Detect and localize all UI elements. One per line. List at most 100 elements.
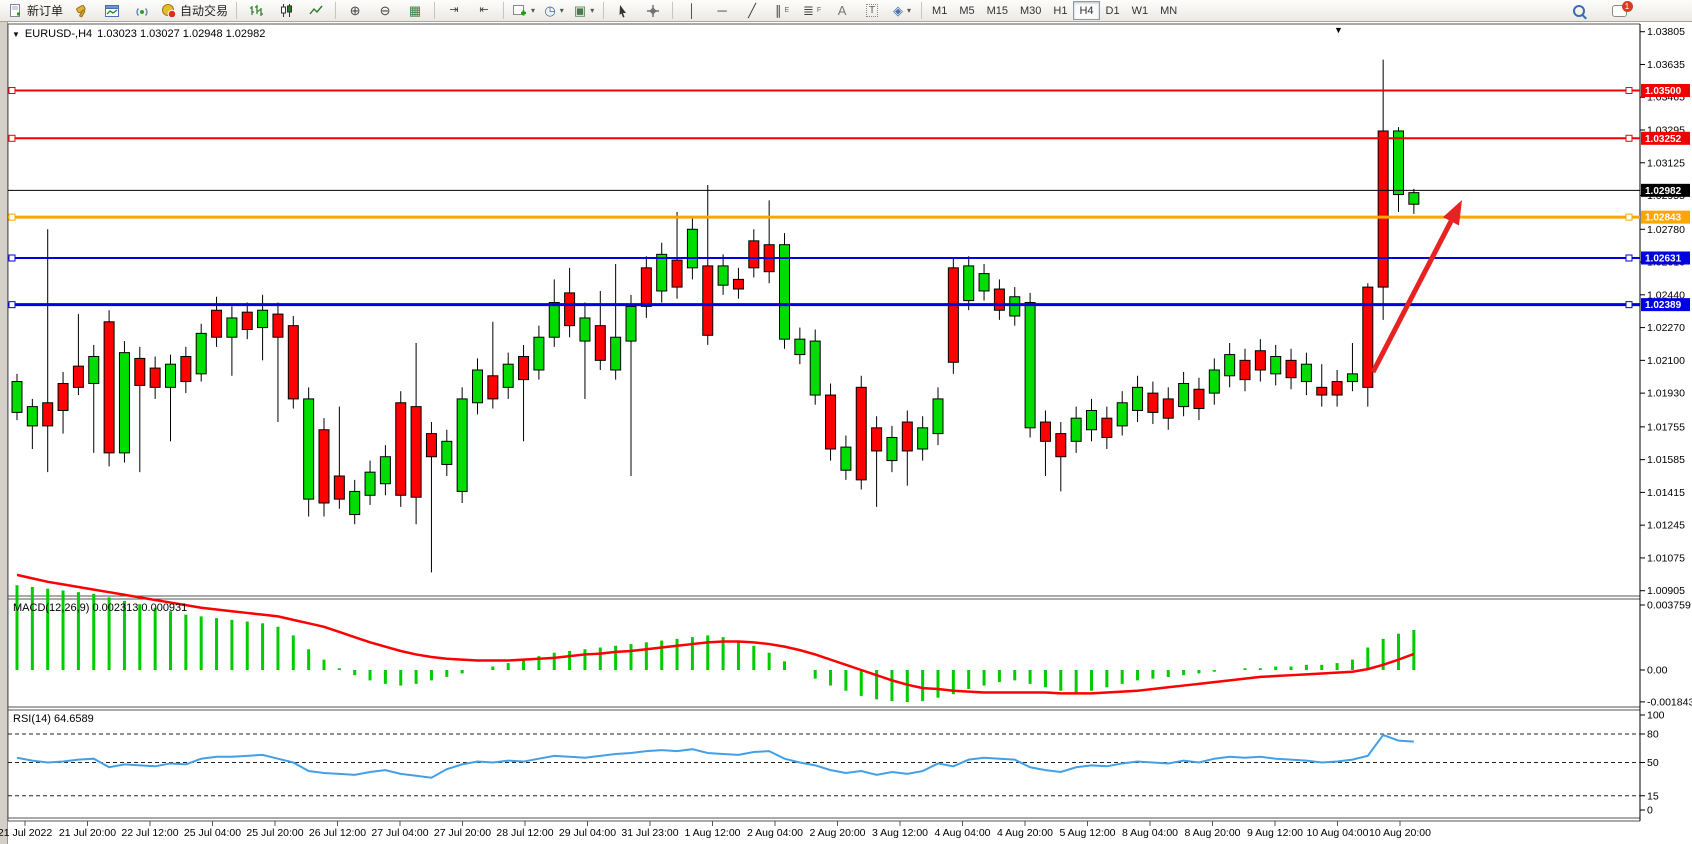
template-icon: ▣ — [573, 3, 587, 18]
svg-text:15: 15 — [1647, 790, 1659, 802]
auto-scroll-button[interactable]: ⇥ — [439, 0, 469, 21]
auto-trading-label: 自动交易 — [180, 4, 229, 18]
svg-text:1.03500: 1.03500 — [1645, 86, 1682, 97]
auto-trading-button[interactable]: 自动交易 — [157, 0, 232, 21]
svg-text:80: 80 — [1647, 729, 1659, 741]
svg-text:1 Aug 12:00: 1 Aug 12:00 — [684, 827, 740, 839]
tab-h4[interactable]: H4 — [1073, 1, 1100, 20]
notifications-button[interactable]: 1 — [1604, 0, 1634, 21]
svg-text:2 Aug 20:00: 2 Aug 20:00 — [809, 827, 865, 839]
chart-frame — [7, 23, 1641, 822]
chart-canvas[interactable]: 1.038051.036351.034651.032951.031251.029… — [0, 22, 1692, 844]
bar-chart-button[interactable] — [241, 0, 271, 21]
cursor-icon — [619, 4, 627, 17]
hammer-button[interactable] — [67, 0, 97, 21]
tab-w1[interactable]: W1 — [1131, 4, 1149, 17]
svg-text:10 Aug 04:00: 10 Aug 04:00 — [1307, 827, 1369, 839]
chart-shift-button[interactable]: ⇤ — [469, 0, 499, 21]
toolbar-separator — [236, 2, 238, 19]
date-axis: 21 Jul 2022 21 Jul 20:00 22 Jul 12:00 25 Ju… — [0, 821, 1431, 839]
svg-text:4 Aug 20:00: 4 Aug 20:00 — [997, 827, 1053, 839]
crosshair-icon — [647, 4, 660, 17]
arrows-tool-button[interactable]: ◈ ▾ — [887, 0, 917, 21]
auto-scroll-icon: ⇥ — [449, 4, 459, 16]
tab-m15[interactable]: M15 — [986, 4, 1009, 17]
add-indicator-button[interactable]: ▾ — [508, 0, 539, 21]
new-order-button[interactable]: 新订单 — [4, 0, 67, 21]
tab-d1[interactable]: D1 — [1105, 4, 1120, 17]
svg-text:28 Jul 12:00: 28 Jul 12:00 — [496, 827, 553, 839]
chart-symbol-period: EURUSD-,H4 — [24, 28, 93, 40]
tile-windows-icon: ▦ — [408, 3, 422, 18]
toolbar-separator — [672, 2, 674, 19]
channel-button[interactable]: ∥ E — [774, 3, 790, 18]
svg-text:4 Aug 04:00: 4 Aug 04:00 — [934, 827, 990, 839]
fibonacci-button[interactable]: ≣ F — [802, 3, 822, 18]
svg-text:21 Jul 20:00: 21 Jul 20:00 — [59, 827, 116, 839]
cursor-button[interactable] — [608, 0, 638, 21]
toolbar-separator — [335, 2, 337, 19]
candlestick-chart-button[interactable] — [271, 0, 301, 21]
svg-text:1.00905: 1.00905 — [1647, 585, 1685, 597]
svg-text:1.01415: 1.01415 — [1647, 487, 1685, 499]
tab-m30[interactable]: M30 — [1020, 4, 1042, 17]
chart-collapse-icon[interactable]: ▼ — [12, 29, 20, 39]
toolbar-separator — [503, 2, 505, 19]
horizontal-line-button[interactable]: ─ — [707, 0, 737, 21]
template-button[interactable]: ▣ ▾ — [569, 0, 599, 21]
rsi-label: RSI(14) 64.6589 — [13, 713, 94, 725]
trendline-button[interactable]: ╱ — [737, 0, 767, 21]
zoom-out-button[interactable]: ⊖ — [370, 0, 400, 21]
svg-text:1.02100: 1.02100 — [1647, 355, 1685, 367]
arrow-annotation — [1370, 200, 1462, 374]
dropdown-caret-icon: ▾ — [907, 6, 912, 15]
svg-text:0.00: 0.00 — [1647, 665, 1668, 677]
vertical-line-icon: │ — [687, 3, 697, 18]
tab-m1[interactable]: M1 — [932, 4, 948, 17]
fibonacci-icon: ≣ — [802, 3, 814, 18]
svg-text:1.02270: 1.02270 — [1647, 322, 1685, 334]
svg-text:1.02843: 1.02843 — [1645, 213, 1682, 224]
tab-h1[interactable]: H1 — [1053, 4, 1068, 17]
new-order-label: 新订单 — [27, 4, 64, 18]
auto-trading-icon — [162, 3, 177, 18]
text-label-icon: T — [865, 4, 879, 17]
dropdown-caret-icon: ▾ — [590, 6, 595, 15]
crosshair-button[interactable] — [638, 0, 668, 21]
svg-text:25 Jul 20:00: 25 Jul 20:00 — [246, 827, 303, 839]
text-label-button[interactable]: T — [857, 0, 887, 21]
toolbar-separator — [921, 2, 923, 19]
signal-icon — [136, 7, 148, 16]
svg-text:2 Aug 04:00: 2 Aug 04:00 — [747, 827, 803, 839]
svg-text:25 Jul 04:00: 25 Jul 04:00 — [184, 827, 241, 839]
svg-text:27 Jul 20:00: 27 Jul 20:00 — [434, 827, 491, 839]
dropdown-caret-icon: ▾ — [531, 6, 536, 15]
tile-windows-button[interactable]: ▦ — [400, 0, 430, 21]
candlestick-chart-icon — [280, 4, 292, 17]
toolbar-separator — [603, 2, 605, 19]
price-axis: 1.038051.036351.034651.032951.031251.029… — [1640, 26, 1685, 597]
market-watch-button[interactable] — [97, 0, 127, 21]
chart-shift-icon: ⇤ — [479, 4, 489, 16]
period-button[interactable]: ◷ ▾ — [539, 0, 569, 21]
line-chart-button[interactable] — [301, 0, 331, 21]
svg-text:100: 100 — [1647, 710, 1665, 722]
chart-shift-marker[interactable]: ▼ — [1334, 25, 1343, 35]
svg-text:1.02631: 1.02631 — [1645, 253, 1682, 264]
rsi-layer: 100 80 50 15 0 — [8, 710, 1665, 817]
svg-text:-0.001843: -0.001843 — [1647, 696, 1692, 708]
tab-mn[interactable]: MN — [1160, 4, 1178, 17]
notification-badge: 1 — [1621, 0, 1633, 12]
channel-icon: ∥ — [774, 3, 782, 18]
candles-layer — [11, 59, 1420, 573]
vertical-line-button[interactable]: │ — [677, 0, 707, 21]
tab-m5[interactable]: M5 — [959, 4, 975, 17]
zoom-in-button[interactable]: ⊕ — [340, 0, 370, 21]
search-button[interactable] — [1564, 0, 1594, 21]
svg-text:31 Jul 23:00: 31 Jul 23:00 — [621, 827, 678, 839]
svg-text:1.03125: 1.03125 — [1647, 157, 1685, 169]
text-tool-button[interactable]: A — [827, 0, 857, 21]
chart-window-icon — [105, 4, 120, 17]
svg-text:1.01755: 1.01755 — [1647, 421, 1685, 433]
signal-button[interactable] — [127, 0, 157, 21]
